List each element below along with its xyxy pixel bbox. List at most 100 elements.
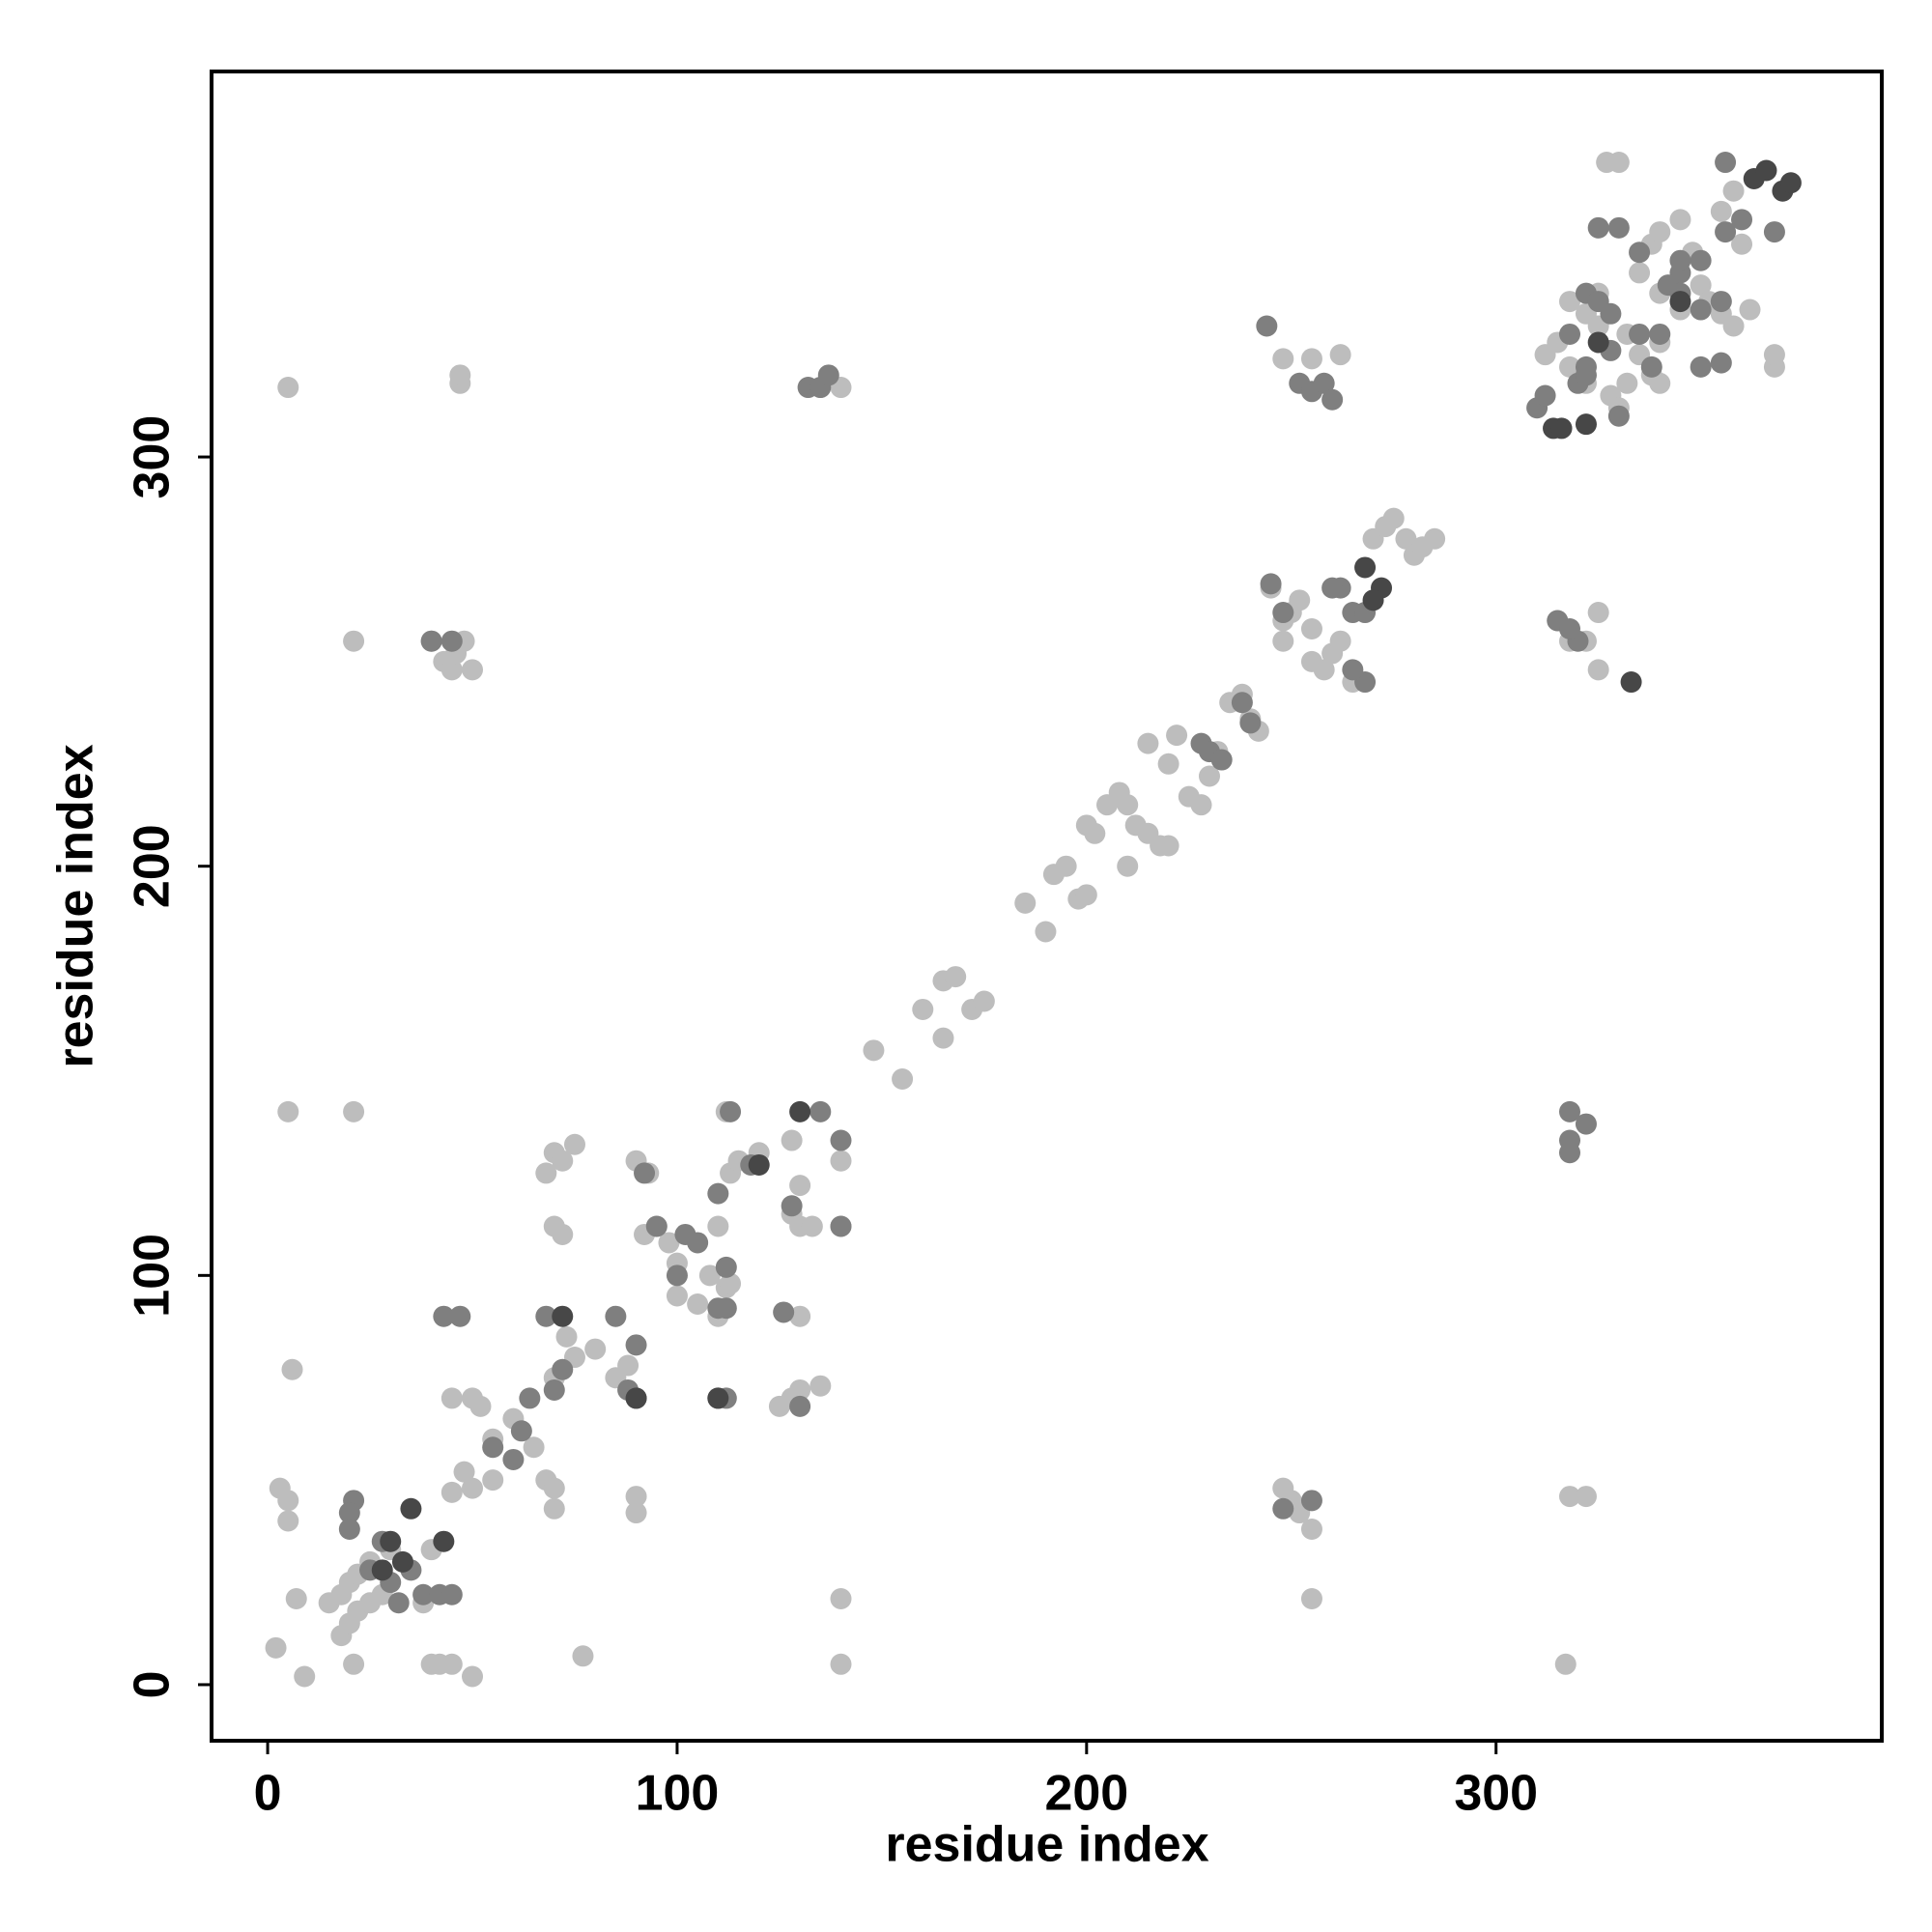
point — [584, 1338, 607, 1360]
point — [1715, 221, 1737, 243]
point — [1166, 724, 1188, 747]
point — [391, 1550, 413, 1573]
point — [1084, 822, 1106, 844]
point — [1755, 159, 1777, 182]
point — [625, 1387, 647, 1409]
point — [269, 1477, 291, 1499]
point — [1289, 589, 1311, 611]
point — [535, 1162, 557, 1184]
point — [1035, 921, 1057, 943]
point — [1640, 355, 1662, 378]
point — [1329, 344, 1351, 366]
point — [1607, 405, 1630, 427]
point — [543, 1477, 565, 1499]
point — [412, 1583, 435, 1605]
point — [707, 1387, 729, 1409]
point — [1607, 216, 1630, 239]
point — [1313, 372, 1335, 394]
point — [1731, 209, 1753, 231]
point — [707, 1215, 729, 1237]
point — [1550, 417, 1573, 440]
point — [1739, 298, 1761, 321]
point — [707, 1182, 729, 1205]
point — [1210, 749, 1233, 771]
point — [1763, 221, 1785, 243]
point — [1382, 507, 1405, 529]
point — [973, 990, 995, 1012]
y-axis-title: residue index — [48, 744, 104, 1067]
point — [440, 630, 463, 652]
point — [440, 1387, 463, 1409]
point — [1559, 355, 1581, 378]
point — [1722, 315, 1745, 337]
point — [380, 1530, 402, 1552]
point — [801, 1215, 823, 1237]
point — [343, 1100, 365, 1122]
point — [932, 1027, 954, 1049]
point — [563, 1133, 585, 1155]
point — [830, 1150, 852, 1172]
point — [371, 1559, 393, 1581]
point — [1779, 172, 1802, 194]
point — [666, 1264, 688, 1287]
point — [1607, 152, 1630, 174]
x-axis-title: residue index — [885, 1817, 1208, 1873]
point — [387, 1592, 410, 1614]
point — [343, 1653, 365, 1675]
point — [1300, 348, 1322, 370]
point — [535, 1305, 557, 1327]
point — [720, 1272, 742, 1294]
point — [1231, 692, 1253, 714]
point — [1342, 659, 1364, 681]
point — [1710, 291, 1732, 313]
point — [1534, 384, 1556, 407]
x-tick-label: 200 — [1044, 1766, 1128, 1822]
point — [1669, 249, 1691, 271]
point — [625, 1502, 647, 1524]
point — [281, 1358, 303, 1380]
point — [277, 1510, 299, 1532]
point — [1690, 274, 1712, 297]
point — [658, 1232, 680, 1254]
point — [605, 1305, 627, 1327]
point — [433, 1305, 455, 1327]
point — [1272, 348, 1294, 370]
point — [1272, 602, 1294, 624]
point — [1075, 884, 1097, 906]
point — [698, 1264, 721, 1287]
point — [1587, 602, 1609, 624]
point — [1710, 200, 1732, 222]
point — [1629, 323, 1651, 345]
point — [1669, 291, 1691, 313]
point — [912, 998, 934, 1020]
y-tick-label: 200 — [125, 824, 181, 908]
point — [1055, 855, 1077, 877]
x-tick-label: 300 — [1454, 1766, 1538, 1822]
point — [1256, 315, 1278, 337]
point — [781, 1129, 803, 1151]
point — [666, 1285, 688, 1307]
point — [1690, 298, 1712, 321]
point — [1559, 1486, 1581, 1508]
point — [1731, 233, 1753, 255]
point — [830, 1129, 852, 1151]
point — [1300, 617, 1322, 639]
point — [645, 1215, 668, 1237]
point — [1362, 589, 1384, 611]
point — [285, 1587, 307, 1609]
point — [1300, 1518, 1322, 1540]
point — [1587, 216, 1609, 239]
point — [453, 1461, 475, 1483]
point — [400, 1497, 422, 1520]
point — [1649, 372, 1671, 394]
point — [1722, 180, 1745, 202]
point — [1137, 732, 1159, 754]
point — [720, 1100, 742, 1122]
y-tick-label: 100 — [125, 1234, 181, 1318]
point — [338, 1502, 360, 1524]
point — [748, 1153, 770, 1176]
point — [469, 1395, 492, 1417]
point — [1620, 671, 1642, 694]
